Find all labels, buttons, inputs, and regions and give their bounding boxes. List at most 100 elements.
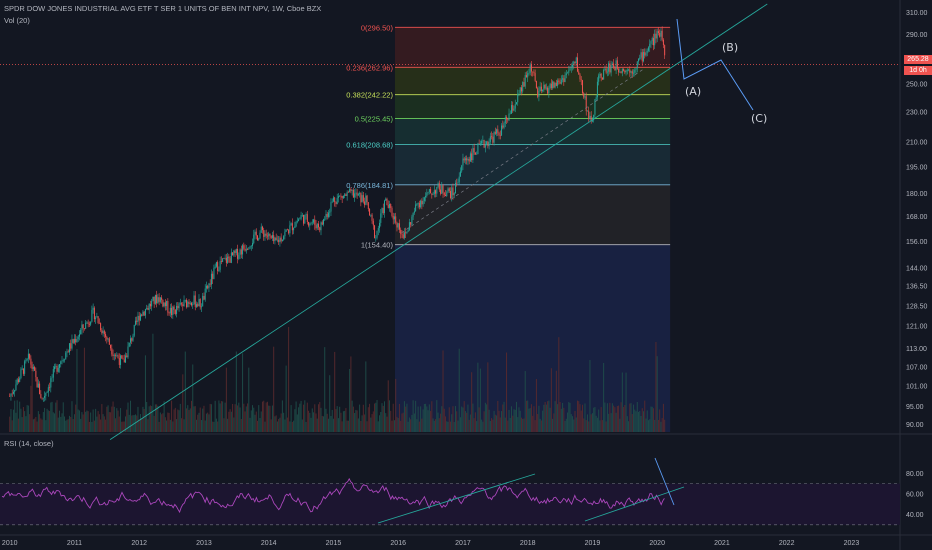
volume-bar	[534, 420, 536, 432]
volume-bar	[112, 401, 114, 432]
candle-body	[102, 330, 104, 334]
volume-bar	[92, 409, 94, 432]
candle-body	[270, 235, 272, 238]
volume-bar	[633, 404, 635, 432]
volume-bar	[10, 409, 12, 432]
volume-bar	[514, 409, 516, 432]
volume-bar	[120, 408, 122, 432]
candle-body	[115, 355, 117, 356]
candle-body	[364, 201, 366, 205]
volume-bar	[650, 406, 652, 432]
volume-bar	[309, 412, 311, 432]
volume-bar	[326, 413, 328, 432]
candle-body	[401, 233, 403, 235]
candle-body	[538, 90, 540, 97]
candle-body	[350, 189, 352, 191]
volume-bar	[14, 400, 16, 432]
fibonacci-retracement[interactable]: 0(296.50) 0.236(262.96) 0.382(242.22) 0.5(2…	[346, 23, 671, 432]
volume-bar	[300, 400, 302, 432]
fib-level-label-1: 1(154.40)	[361, 241, 394, 250]
rsi-indicator-label[interactable]: RSI (14, close)	[4, 439, 54, 448]
volume-bar	[599, 420, 601, 432]
time-tick-label: 2018	[520, 540, 536, 547]
volume-indicator-label[interactable]: Vol (20)	[4, 16, 30, 25]
candle-body	[461, 165, 463, 172]
drawings[interactable]: (A) (B) (C)	[0, 3, 900, 441]
candle-body	[78, 334, 80, 337]
candle-body	[35, 370, 37, 378]
candle-body	[345, 194, 347, 196]
fib-level-label-0: 0(296.50)	[361, 23, 394, 32]
volume-bar	[205, 413, 207, 432]
candle-body	[143, 311, 145, 316]
candle-body	[225, 257, 227, 263]
candle-body	[122, 358, 124, 360]
volume-bar	[448, 407, 450, 432]
volume-bar	[535, 379, 537, 432]
volume-bar	[554, 401, 556, 432]
candle-body	[583, 93, 585, 98]
volume-bar	[253, 407, 255, 432]
candle-body	[431, 193, 433, 195]
candle-body	[233, 250, 235, 256]
candle-body	[314, 219, 316, 225]
volume-bar	[279, 417, 281, 432]
volume-bar	[344, 410, 346, 432]
volume-bar	[209, 403, 211, 432]
candle-body	[362, 195, 364, 202]
candle-body	[609, 63, 611, 73]
volume-bar	[220, 401, 222, 432]
volume-bar	[584, 403, 586, 432]
volume-bar	[12, 409, 14, 432]
candle-body	[142, 311, 144, 316]
candle-body	[437, 183, 439, 187]
volume-bar	[131, 415, 133, 432]
volume-bar	[181, 418, 183, 432]
volume-bar	[218, 400, 220, 432]
volume-bar	[372, 411, 374, 432]
volume-bar	[166, 420, 168, 432]
volume-bar	[191, 400, 193, 432]
candle-body	[157, 297, 159, 304]
volume-bar	[327, 418, 329, 432]
candle-body	[452, 187, 454, 196]
volume-bar	[604, 402, 606, 432]
volume-bar	[553, 413, 555, 432]
volume-bar	[233, 417, 235, 432]
volume-bar	[247, 403, 249, 432]
volume-bar	[56, 400, 58, 432]
candle-body	[644, 52, 646, 56]
volume-bar	[161, 414, 163, 432]
candle-body	[527, 73, 529, 78]
volume-bar	[235, 351, 237, 432]
candle-body	[223, 258, 225, 259]
volume-bar	[540, 420, 542, 432]
candle-body	[562, 78, 564, 80]
price-tick-label: 95.00	[906, 404, 924, 411]
candle-body	[421, 200, 423, 205]
volume-bar	[227, 418, 229, 432]
candle-body	[10, 393, 12, 397]
candle-body	[544, 84, 546, 89]
volume-bar	[654, 419, 656, 432]
candle-body	[304, 214, 306, 224]
candle-body	[15, 384, 17, 391]
candle-body	[550, 83, 552, 89]
candle-body	[273, 235, 275, 242]
volume-bar	[656, 356, 658, 432]
volume-bar	[310, 417, 312, 432]
candle-body	[390, 203, 392, 208]
volume-bar	[266, 401, 268, 432]
candle-body	[34, 367, 36, 371]
volume-bar	[46, 408, 48, 432]
candle-body	[385, 198, 387, 201]
volume-bar	[638, 411, 640, 432]
volume-bar	[649, 419, 651, 432]
candle-body	[95, 317, 97, 320]
candle-body	[585, 96, 587, 112]
volume-bar	[479, 368, 481, 432]
candle-body	[469, 153, 471, 162]
volume-bar	[662, 403, 664, 432]
volume-bar	[464, 411, 466, 432]
